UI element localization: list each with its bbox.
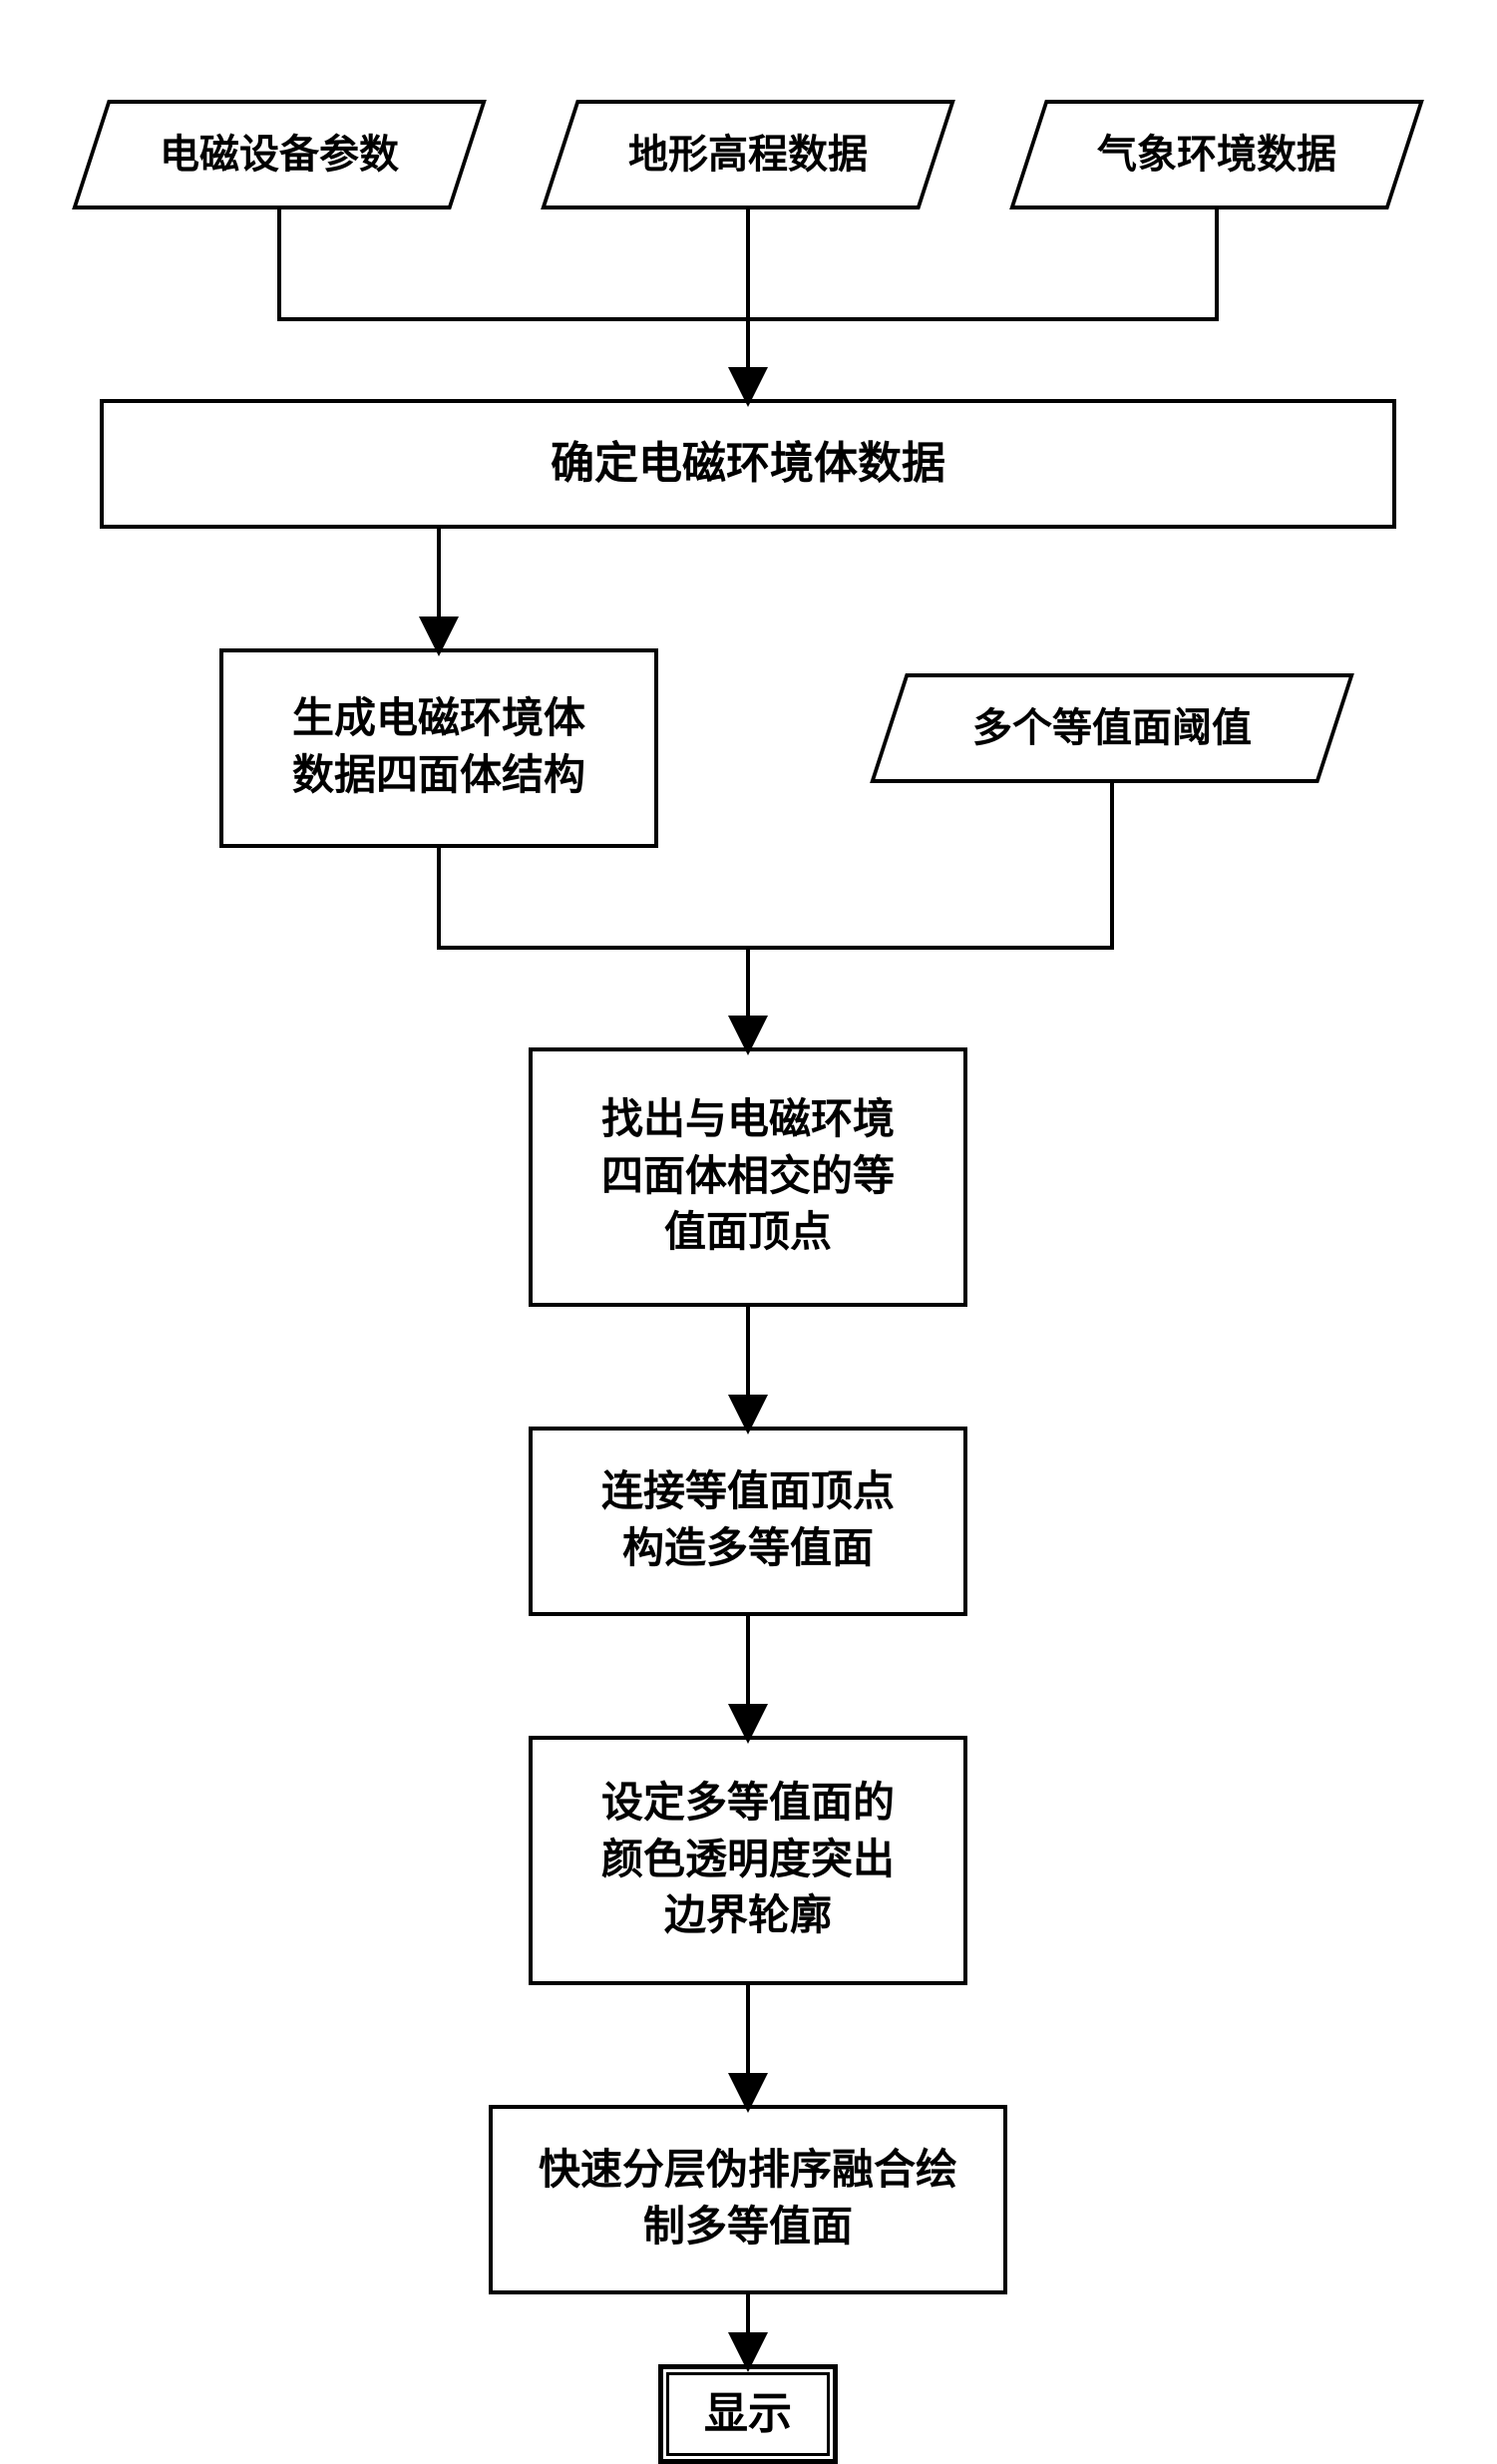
- label: 地形高程数据: [628, 128, 868, 182]
- step-determine-emag-env: 确定电磁环境体数据: [100, 399, 1396, 529]
- label: 连接等值面顶点构造多等值面: [601, 1464, 895, 1577]
- label: 气象环境数据: [1097, 128, 1336, 182]
- step-find-vertices: 找出与电磁环境四面体相交的等值面顶点: [529, 1047, 967, 1307]
- label: 多个等值面阈值: [972, 701, 1252, 755]
- input-isosurface-thresholds: 多个等值面阈值: [870, 673, 1354, 783]
- label: 找出与电磁环境四面体相交的等值面顶点: [601, 1092, 895, 1262]
- label: 快速分层伪排序融合绘制多等值面: [539, 2143, 957, 2256]
- step-generate-tetrahedron: 生成电磁环境体数据四面体结构: [219, 648, 658, 848]
- label: 确定电磁环境体数据: [551, 434, 945, 493]
- label: 生成电磁环境体数据四面体结构: [292, 691, 585, 804]
- step-layered-render: 快速分层伪排序融合绘制多等值面: [489, 2105, 1007, 2294]
- input-weather-data: 气象环境数据: [1009, 100, 1424, 209]
- step-connect-vertices: 连接等值面顶点构造多等值面: [529, 1427, 967, 1616]
- input-emag-params: 电磁设备参数: [72, 100, 487, 209]
- input-terrain-data: 地形高程数据: [541, 100, 955, 209]
- label: 电磁设备参数: [160, 128, 399, 182]
- flowchart-canvas: 电磁设备参数 地形高程数据 气象环境数据 确定电磁环境体数据 生成电磁环境体数据…: [20, 40, 1477, 2414]
- terminal-display: 显示: [658, 2364, 838, 2464]
- label: 显示: [704, 2384, 792, 2443]
- label: 设定多等值面的颜色透明度突出边界轮廓: [601, 1776, 895, 1945]
- step-set-color-opacity: 设定多等值面的颜色透明度突出边界轮廓: [529, 1736, 967, 1985]
